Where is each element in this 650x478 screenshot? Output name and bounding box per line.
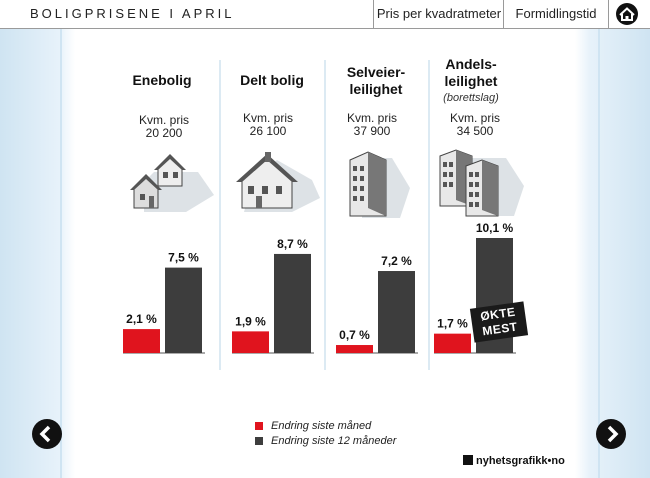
page-title: BOLIGPRISENE I APRIL [30,6,235,21]
bar-month [434,333,471,353]
bar-month [336,345,373,353]
price-value: 37 900 [353,124,391,138]
content-panel [60,29,600,478]
brand-logo: nyhetsgrafikk•no [463,455,565,467]
price-value: 20 200 [145,126,183,140]
legend-label: Endring siste 12 måneder [271,434,397,447]
price-value: 34 500 [456,124,494,138]
next-button[interactable] [596,419,626,449]
column-title-text: Enebolig [132,72,192,88]
legend-swatch [255,436,263,445]
bar-year-label: 7,5 % [168,251,199,265]
bar-year-label: 7,2 % [381,254,412,268]
brand-text: nyhetsgrafikk•no [476,455,565,467]
price-label: Kvm. pris [346,111,397,125]
column-title-line1: Selveier- [346,64,406,80]
column-divider [324,60,326,370]
column-title-selveier: Selveier- leilighet [326,64,426,98]
price-value: 26 100 [249,124,287,138]
bar-month-label: 0,7 % [339,328,370,342]
column-title-line2: leilighet [444,73,498,89]
bar-year-label: 8,7 % [277,237,308,251]
semi-detached-house-icon [236,152,320,212]
tab-price-per-sqm[interactable]: Pris per kvadratmeter [373,0,504,28]
price-block: Kvm. pris 20 200 [114,114,214,140]
top-bar: BOLIGPRISENE I APRIL Pris per kvadratmet… [0,0,650,29]
price-block: Kvm. pris 34 500 [425,112,525,138]
price-label: Kvm. pris [242,111,293,125]
bar-year [378,271,415,353]
column-divider [428,60,430,370]
column-title-line1: Andels- [445,56,497,72]
column-title-enebolig: Enebolig [112,72,212,89]
legend-swatch [255,421,263,430]
legend: Endring siste måned Endring siste 12 mån… [255,418,396,448]
legend-label: Endring siste måned [271,419,372,432]
apartment-buildings-icon [439,149,524,217]
column-divider [219,60,221,370]
column-title-line2: leilighet [349,81,403,97]
bar-month-label: 2,1 % [126,312,157,326]
previous-button[interactable] [32,419,62,449]
price-label: Kvm. pris [138,113,189,127]
price-block: Kvm. pris 26 100 [218,112,318,138]
brand-mark-icon [463,455,473,465]
bar-month [232,331,269,353]
column-title-andels: Andels- leilighet (borettslag) [421,56,521,107]
tab-sales-time[interactable]: Formidlingstid [503,0,608,28]
bar-month [123,329,160,353]
legend-item-year: Endring siste 12 måneder [255,433,396,448]
column-title-delt-bolig: Delt bolig [222,72,322,89]
apartment-building-icon [349,151,410,218]
bar-year-label: 10,1 % [476,221,514,235]
price-block: Kvm. pris 37 900 [322,112,422,138]
bar-year [274,253,311,353]
home-icon [616,3,638,25]
column-title-text: Delt bolig [240,72,304,88]
bar-month-label: 1,7 % [437,317,468,331]
chevron-right-icon [607,425,619,443]
house-icon [130,154,214,212]
bar-month-label: 1,9 % [235,314,266,328]
chevron-left-icon [39,425,51,443]
column-subtitle: (borettslag) [443,92,499,104]
legend-item-month: Endring siste måned [255,418,396,433]
bar-year [165,267,202,353]
price-label: Kvm. pris [449,111,500,125]
home-button[interactable] [608,0,650,28]
